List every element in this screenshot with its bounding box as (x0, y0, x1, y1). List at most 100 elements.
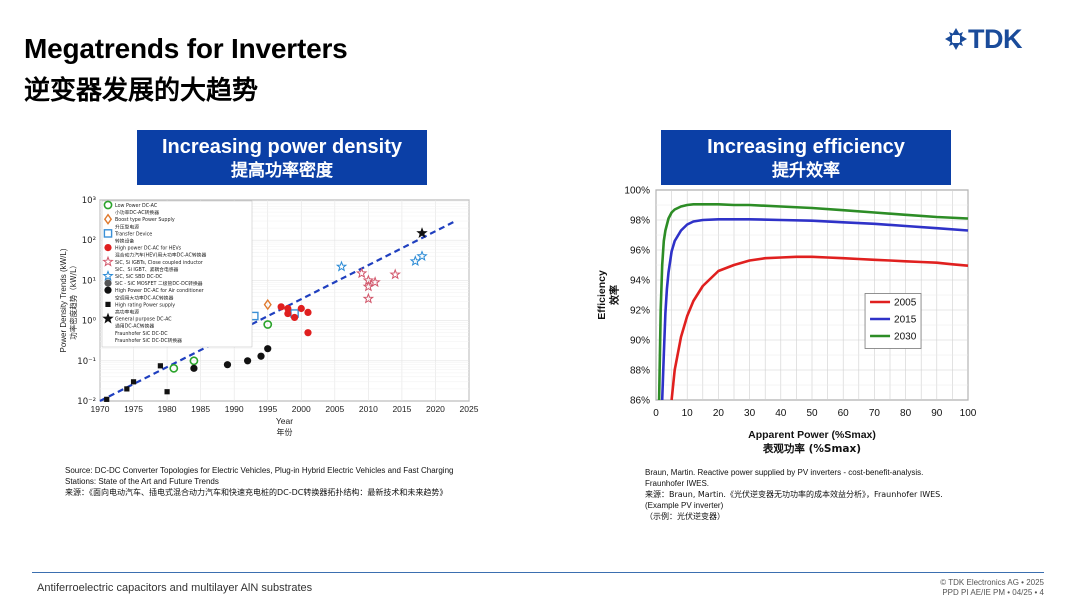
data-point (304, 308, 312, 316)
legend-entry: 高功率电源 (115, 309, 139, 316)
x-tick-label: 90 (931, 408, 943, 419)
data-point (130, 379, 137, 385)
x-tick-label: 2000 (292, 404, 311, 414)
x-tick-label: 30 (744, 408, 756, 419)
source-line: Stations: State of the Art and Future Tr… (65, 477, 219, 486)
data-point (104, 396, 110, 402)
x-tick-label: 40 (775, 408, 787, 419)
legend-entry: Fraunhofer SiC DC-DC转换器 (115, 337, 182, 344)
data-point (355, 267, 368, 279)
y-tick-label: 100% (624, 186, 650, 197)
legend-entry: High power DC-AC for HEVs (115, 246, 182, 252)
y-tick-label: 96% (630, 246, 650, 257)
x-tick-label: 1990 (225, 404, 244, 414)
data-point (369, 276, 381, 288)
data-point (124, 386, 130, 392)
data-point (223, 361, 232, 369)
y-tick-label: 10¹ (82, 276, 96, 286)
y-axis-label: Power Density Trends (kW/L) (59, 248, 68, 352)
legend-entry: 2005 (894, 298, 917, 309)
data-point (263, 298, 272, 311)
x-tick-label: 50 (806, 408, 818, 419)
y-tick-label: 10² (82, 236, 96, 246)
x-tick-label: 1980 (158, 404, 177, 414)
legend-marker (102, 269, 114, 281)
series-line-2005 (670, 255, 969, 401)
legend-entry: 2015 (894, 315, 917, 326)
legend-entry: Fraunhofer SiC DC-DC (115, 331, 168, 337)
legend-entry: 2030 (894, 332, 917, 343)
efficiency-source: Braun, Martin. Reactive power supplied b… (645, 467, 1005, 522)
source-line: Fraunhofer IWES. (645, 479, 710, 488)
data-point (264, 345, 272, 353)
legend-entry: SiC - SiC MOSFET 二极管DC-DC转换器 (115, 280, 203, 287)
data-point (284, 309, 292, 318)
legend-entry: Transfer Device (114, 231, 152, 237)
legend-entry: General purpose DC-AC (115, 317, 172, 323)
y-axis-label: Efficiency (596, 270, 608, 320)
power-density-banner-title-zh: 提高功率密度 (231, 161, 333, 181)
legend-marker (102, 255, 114, 267)
legend-marker (102, 312, 114, 324)
series-line-2030 (657, 203, 969, 401)
x-axis-label: Apparent Power (%Smax) (748, 429, 876, 441)
slide-title: Megatrends for Inverters (24, 33, 348, 64)
x-tick-label: 70 (869, 408, 881, 419)
data-point (189, 356, 199, 366)
legend-entry: Low Power DC-AC (115, 203, 158, 209)
legend-marker (104, 286, 112, 294)
legend-entry: 转换设备 (115, 238, 134, 245)
data-point (335, 260, 348, 272)
source-line: Braun, Martin. Reactive power supplied b… (645, 468, 924, 477)
y-tick-label: 10³ (82, 196, 96, 206)
x-tick-label: 2025 (460, 404, 479, 414)
data-point (416, 227, 428, 238)
x-tick-label: 1970 (91, 404, 110, 414)
legend-marker (104, 279, 112, 287)
source-line: Source: DC-DC Converter Topologies for E… (65, 466, 454, 475)
data-point (416, 250, 428, 262)
legend-entry: 升压型电源 (115, 223, 139, 230)
data-point (409, 255, 422, 267)
footer-rule (32, 572, 1044, 573)
data-point (362, 292, 375, 304)
legend-entry: SiC、Si IGBT、紧耦合电感器 (115, 266, 179, 273)
data-point (277, 303, 285, 311)
x-tick-label: 2005 (325, 404, 344, 414)
y-tick-label: 10⁻¹ (77, 357, 96, 367)
y-tick-label: 98% (630, 216, 650, 227)
series-line-2015 (660, 218, 969, 401)
tdk-logo (945, 28, 967, 50)
x-axis-label-zh: 表观功率 (%Smax) (762, 442, 861, 454)
x-tick-label: 0 (653, 408, 659, 419)
data-point (257, 352, 265, 360)
tdk-logo-mark-icon (945, 28, 967, 50)
legend-marker (103, 229, 113, 238)
y-tick-label: 86% (630, 396, 650, 407)
x-tick-label: 1975 (124, 404, 143, 414)
data-point (290, 313, 299, 322)
trend-line (99, 220, 457, 402)
footer-meta: © TDK Electronics AG • 2025 PPD PI AE/IE… (940, 578, 1044, 598)
y-tick-label: 94% (630, 276, 650, 287)
y-tick-label: 90% (630, 336, 650, 347)
legend-entry: SiC, Si IGBTs, Close coupled inductor (115, 260, 203, 266)
data-point (362, 280, 375, 292)
data-point (190, 364, 198, 372)
power-density-source: Source: DC-DC Converter Topologies for E… (65, 465, 525, 498)
data-point (304, 329, 312, 337)
efficiency-banner-title-zh: 提升效率 (772, 161, 840, 181)
data-point (157, 363, 163, 369)
y-axis-label-zh: 效率 (608, 285, 621, 305)
x-tick-label: 1995 (258, 404, 277, 414)
data-point (297, 304, 305, 313)
x-tick-label: 2020 (426, 404, 445, 414)
data-point (169, 363, 179, 373)
y-tick-label: 88% (630, 366, 650, 377)
x-axis-label-zh: 年份 (277, 427, 293, 437)
x-tick-label: 2015 (392, 404, 411, 414)
efficiency-banner: Increasing efficiency 提升效率 (661, 130, 951, 185)
y-axis-label-zh: 功率密度趋势（kW/L） (68, 261, 78, 339)
